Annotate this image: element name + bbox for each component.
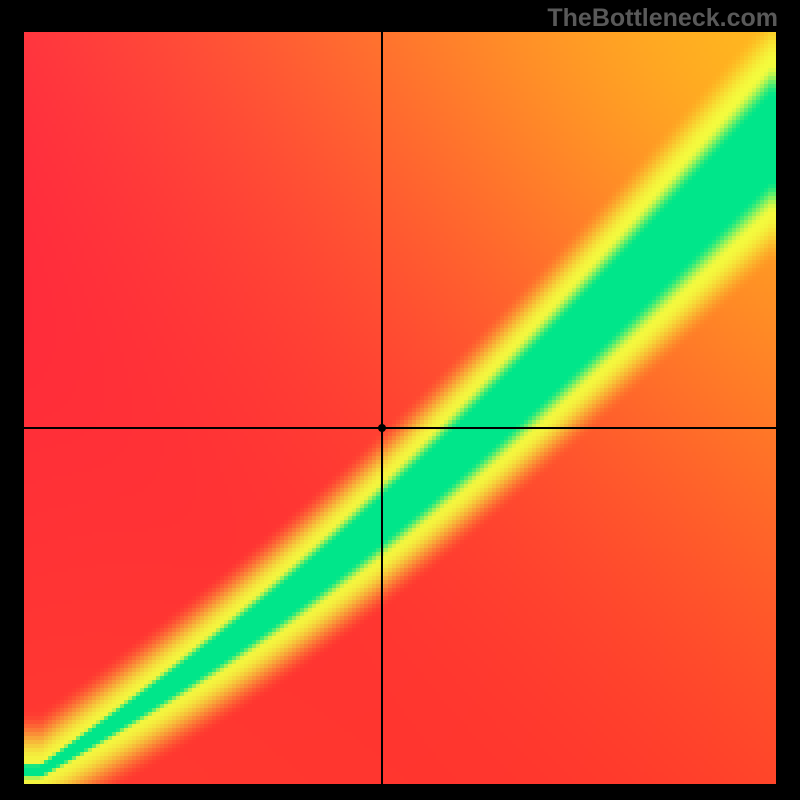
crosshair-point [378, 424, 386, 432]
crosshair-horizontal [24, 427, 776, 429]
bottleneck-heatmap [24, 32, 776, 784]
watermark-text: TheBottleneck.com [547, 4, 778, 33]
crosshair-vertical [381, 32, 383, 784]
chart-stage: TheBottleneck.com [0, 0, 800, 800]
